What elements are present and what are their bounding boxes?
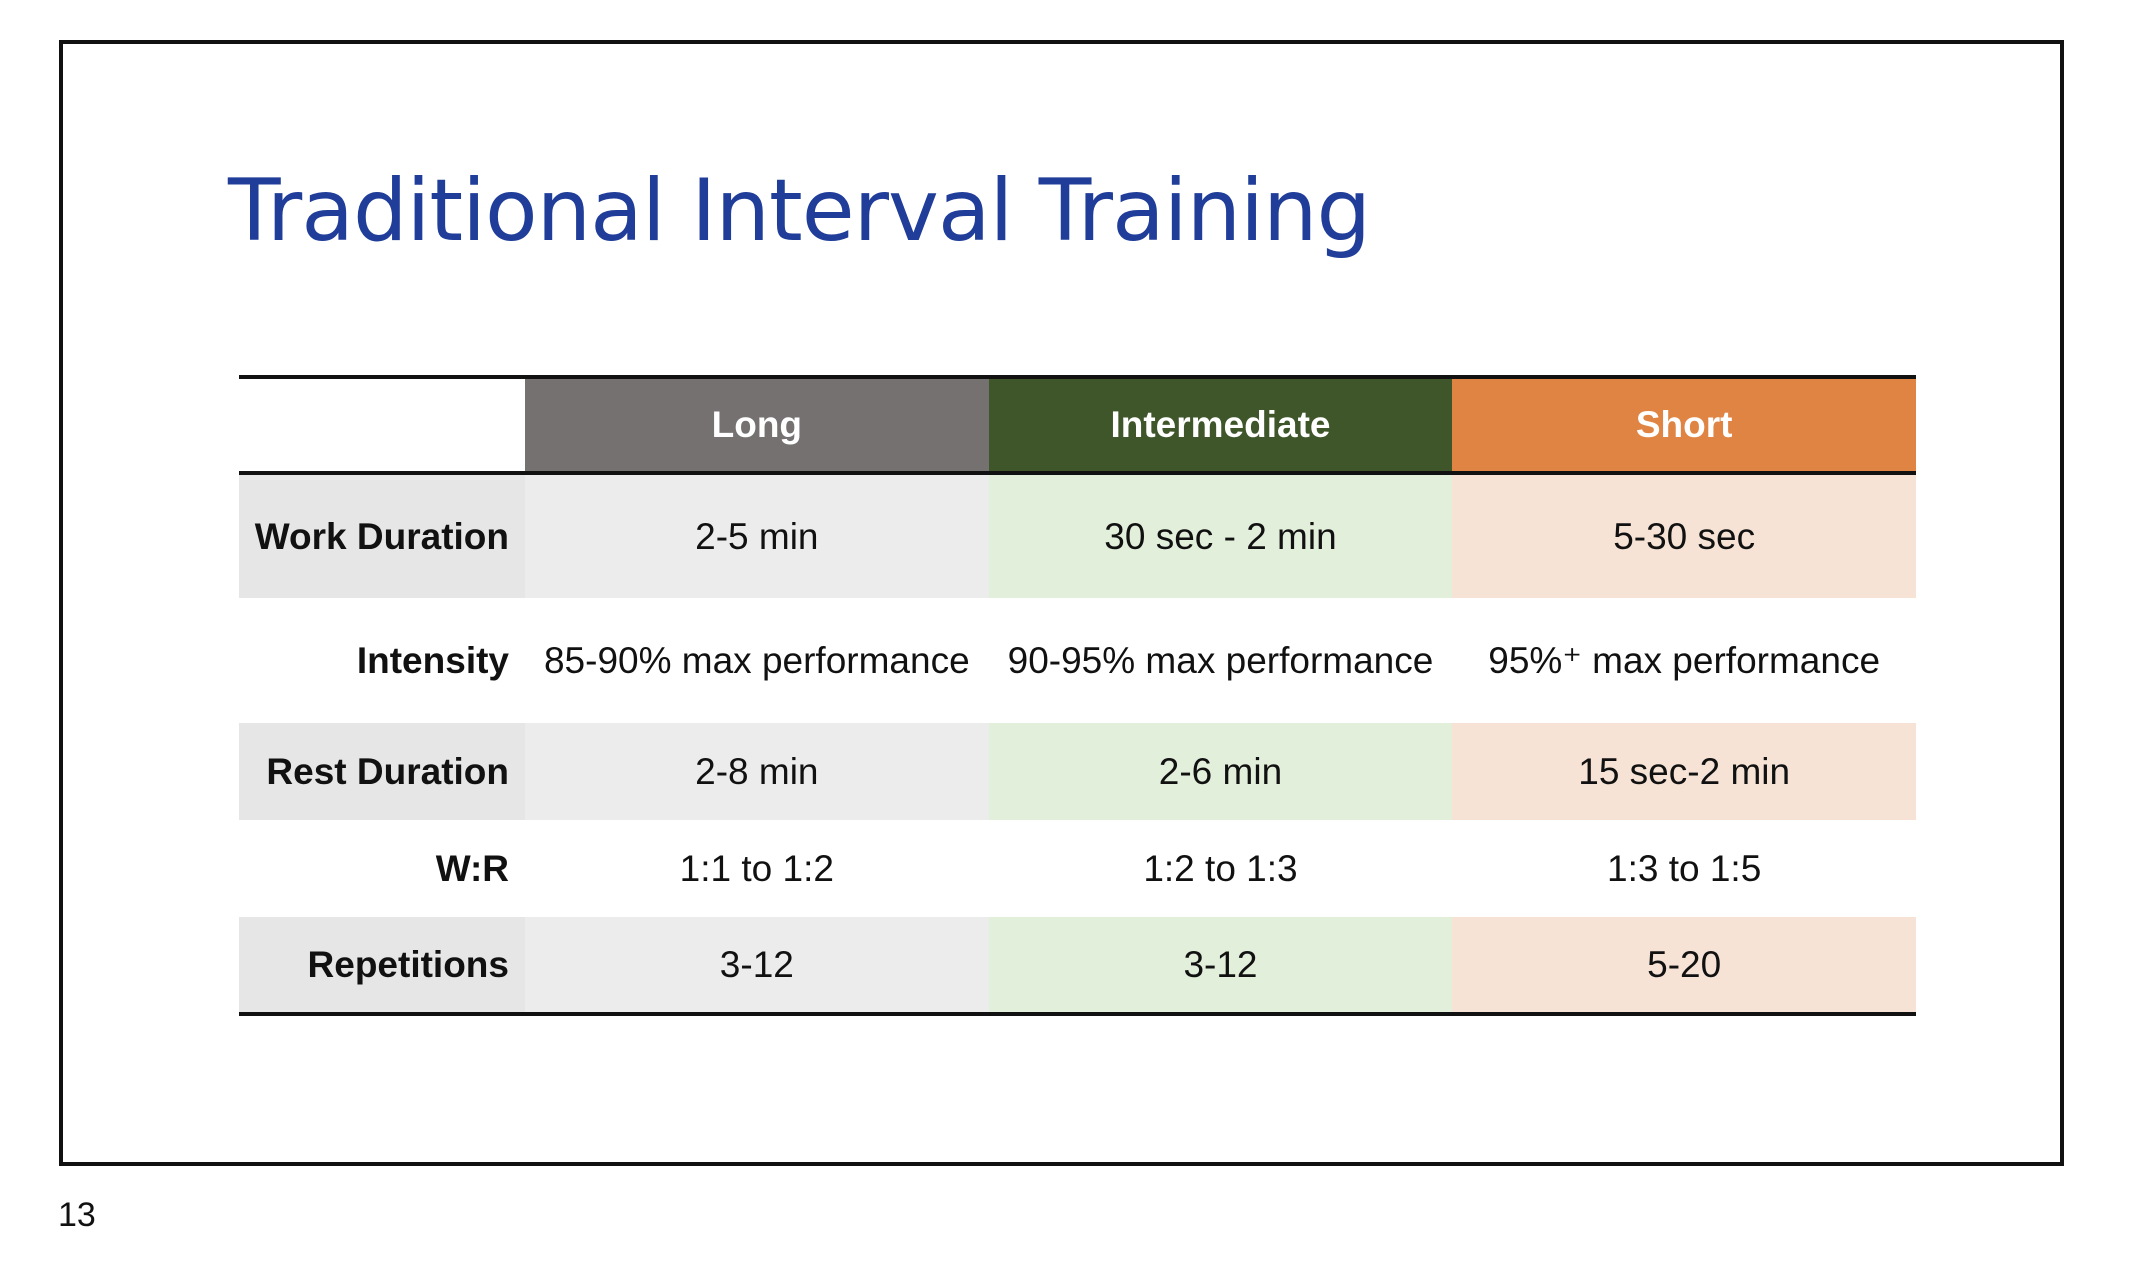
cell-work-rest-ratio-short: 1:3 to 1:5 xyxy=(1452,820,1916,917)
cell-rest-duration-intermediate: 2-6 min xyxy=(988,723,1453,820)
table-row-rest-duration: Rest Duration 2-8 min 2-6 min 15 sec-2 m… xyxy=(239,723,1916,820)
slide-title: Traditional Interval Training xyxy=(228,161,1371,261)
row-label-repetitions: Repetitions xyxy=(239,917,525,1016)
cell-rest-duration-long: 2-8 min xyxy=(525,723,989,820)
cell-intensity-short: 95%⁺ max performance xyxy=(1452,598,1916,723)
header-long: Long xyxy=(525,375,989,475)
header-short: Short xyxy=(1452,375,1916,475)
row-label-intensity: Intensity xyxy=(239,598,525,723)
cell-work-duration-short: 5-30 sec xyxy=(1452,473,1916,598)
cell-work-duration-long: 2-5 min xyxy=(525,473,989,598)
cell-rest-duration-short: 15 sec-2 min xyxy=(1452,723,1916,820)
cell-repetitions-intermediate: 3-12 xyxy=(988,917,1453,1016)
cell-work-rest-ratio-intermediate: 1:2 to 1:3 xyxy=(988,820,1453,917)
table-row-work-duration: Work Duration 2-5 min 30 sec - 2 min 5-3… xyxy=(239,473,1916,598)
table-row-intensity: Intensity 85-90% max performance 90-95% … xyxy=(239,598,1916,723)
cell-intensity-intermediate: 90-95% max performance xyxy=(988,598,1453,723)
page-number: 13 xyxy=(58,1196,96,1234)
table-row-work-rest-ratio: W:R 1:1 to 1:2 1:2 to 1:3 1:3 to 1:5 xyxy=(239,820,1916,917)
row-label-work-rest-ratio: W:R xyxy=(239,820,525,917)
interval-training-table: Long Intermediate Short Work Duration 2-… xyxy=(239,375,1916,1016)
header-intermediate: Intermediate xyxy=(988,375,1453,475)
header-blank-cell xyxy=(239,375,525,475)
table-header-row: Long Intermediate Short xyxy=(239,375,1916,475)
row-label-work-duration: Work Duration xyxy=(239,473,525,598)
row-label-rest-duration: Rest Duration xyxy=(239,723,525,820)
table-row-repetitions: Repetitions 3-12 3-12 5-20 xyxy=(239,917,1916,1016)
interval-table-container: Long Intermediate Short Work Duration 2-… xyxy=(239,375,1916,1016)
cell-repetitions-long: 3-12 xyxy=(525,917,989,1016)
cell-work-rest-ratio-long: 1:1 to 1:2 xyxy=(525,820,989,917)
cell-repetitions-short: 5-20 xyxy=(1452,917,1916,1016)
cell-intensity-long: 85-90% max performance xyxy=(525,598,989,723)
cell-work-duration-intermediate: 30 sec - 2 min xyxy=(988,473,1453,598)
